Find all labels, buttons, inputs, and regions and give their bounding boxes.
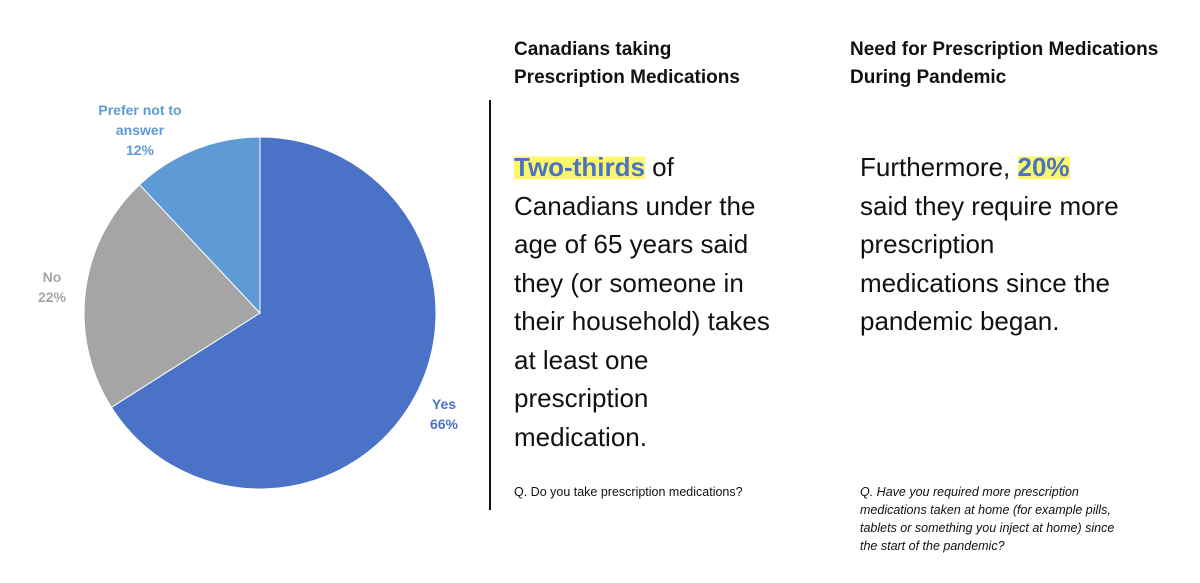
body-text: said they require more prescription medi…: [860, 190, 1119, 337]
body-text: Furthermore,: [860, 152, 1018, 182]
slice-label: Yes 66%: [414, 394, 474, 434]
slice-label: Prefer not to answer 12%: [85, 100, 195, 160]
highlight-text: 20%: [1017, 152, 1070, 182]
panel-heading: Canadians taking Prescription Medication…: [514, 39, 740, 88]
highlight-text: Two-thirds: [514, 152, 645, 182]
pie-slice: [138, 136, 261, 315]
pie-chart: [83, 136, 437, 490]
value-label: 22%: [37, 289, 67, 305]
pie-slice: [83, 183, 261, 408]
value-label: 12%: [125, 142, 155, 158]
panel-question: Q. Do you take prescription medications?: [514, 485, 743, 499]
panel-body: Two-thirds of Canadians under the age of…: [514, 148, 784, 456]
value-label: 66%: [429, 416, 459, 432]
panel-heading: Need for Prescription Medications During…: [850, 39, 1159, 88]
category-label: Prefer not to answer: [98, 102, 182, 138]
body-text: of Canadians under the age of 65 years s…: [514, 152, 770, 452]
panel-body: Furthermore, 20% said they require more …: [860, 148, 1120, 341]
panel-question: Q. Have you required more prescription m…: [860, 485, 1115, 553]
category-label: Yes: [431, 396, 457, 412]
category-label: No: [42, 269, 62, 285]
pie-slice: [110, 136, 437, 490]
divider: [489, 100, 491, 510]
slice-label: No 22%: [22, 267, 82, 307]
